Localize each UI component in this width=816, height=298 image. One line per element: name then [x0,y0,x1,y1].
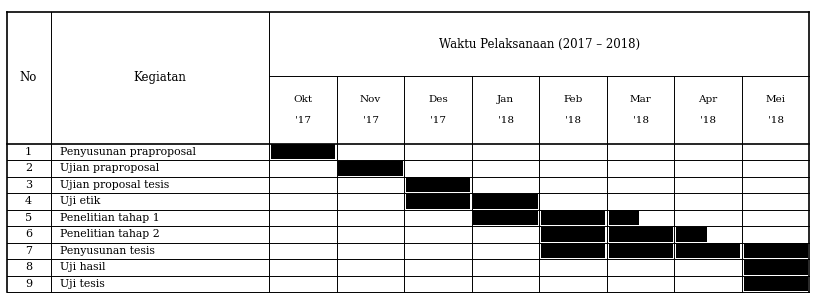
Text: Kegiatan: Kegiatan [134,71,186,84]
Text: Penelitian tahap 1: Penelitian tahap 1 [60,213,160,223]
Text: Mar: Mar [630,95,651,104]
Bar [541,227,605,242]
Text: Ujian praproposal: Ujian praproposal [60,163,160,173]
Bar [406,177,470,193]
Text: '18: '18 [768,116,783,125]
Text: Uji etik: Uji etik [60,196,100,206]
Text: 1: 1 [25,147,32,157]
Bar [541,243,605,258]
Text: '18: '18 [565,116,581,125]
Bar [743,276,808,291]
Text: Waktu Pelaksanaan (2017 – 2018): Waktu Pelaksanaan (2017 – 2018) [439,38,640,51]
Text: Uji hasil: Uji hasil [60,262,106,272]
Bar [743,260,808,275]
Text: 7: 7 [25,246,32,256]
Text: 9: 9 [25,279,32,289]
Bar [676,243,740,258]
Text: Des: Des [428,95,448,104]
Text: '17: '17 [362,116,379,125]
Text: Feb: Feb [564,95,583,104]
Text: Jan: Jan [497,95,514,104]
Bar [743,243,808,258]
Bar [271,144,335,159]
Bar [609,227,672,242]
Bar [473,194,538,209]
Text: Nov: Nov [360,95,381,104]
Text: Okt: Okt [294,95,313,104]
Text: Penyusunan praproposal: Penyusunan praproposal [60,147,197,157]
Text: 4: 4 [25,196,32,206]
Bar [609,210,639,226]
Text: '17: '17 [295,116,311,125]
Text: '18: '18 [632,116,649,125]
Bar [609,243,672,258]
Text: Mei: Mei [765,95,786,104]
Text: 3: 3 [25,180,32,190]
Text: '18: '18 [700,116,716,125]
Bar [406,194,470,209]
Text: Ujian proposal tesis: Ujian proposal tesis [60,180,170,190]
Text: 2: 2 [25,163,32,173]
Text: 8: 8 [25,262,32,272]
Text: Penelitian tahap 2: Penelitian tahap 2 [60,229,160,239]
Text: '17: '17 [430,116,446,125]
Bar [541,210,605,226]
Text: Uji tesis: Uji tesis [60,279,105,289]
Bar [676,227,707,242]
Text: 5: 5 [25,213,32,223]
Text: Penyusunan tesis: Penyusunan tesis [60,246,155,256]
Bar [339,161,402,176]
Text: '18: '18 [498,116,513,125]
Bar [473,210,538,226]
Text: No: No [20,71,38,84]
Text: 6: 6 [25,229,32,239]
Text: Apr: Apr [698,95,718,104]
